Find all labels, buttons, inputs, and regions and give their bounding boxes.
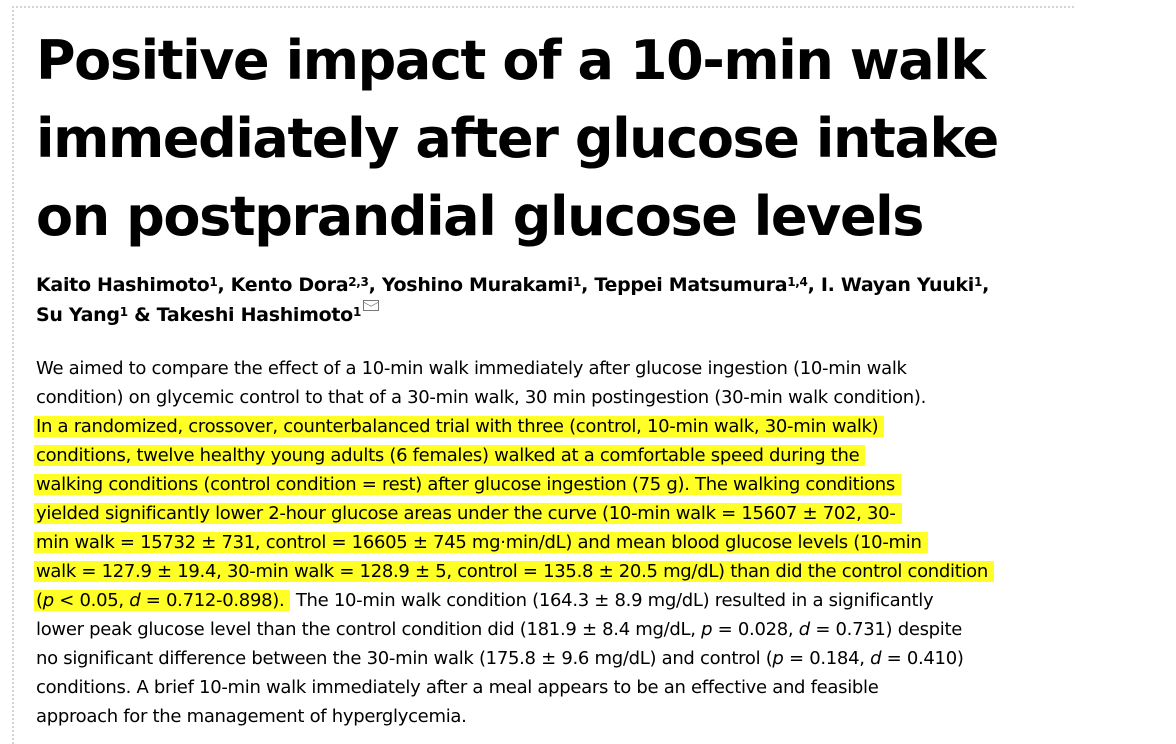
text-run: no significant difference between the 30… xyxy=(36,648,773,669)
abstract: We aimed to compare the effect of a 10-m… xyxy=(34,354,1156,731)
stat-symbol: p xyxy=(772,648,784,669)
affiliation-mark: 1 xyxy=(119,305,128,319)
text-run: = 0.184, xyxy=(783,648,871,669)
author-name: Kaito Hashimoto xyxy=(36,274,210,296)
abstract-line: lower peak glucose level than the contro… xyxy=(36,615,1156,644)
abstract-line: walk = 127.9 ± 19.4, 30-min walk = 128.9… xyxy=(34,557,1156,586)
affiliation-mark: 1 xyxy=(209,275,218,289)
abstract-line: approach for the management of hyperglyc… xyxy=(36,706,467,727)
page-border-left xyxy=(12,6,14,744)
author-name: & Takeshi Hashimoto xyxy=(127,304,353,326)
author-name: , I. Wayan Yuuki xyxy=(807,274,975,296)
author-line: Su Yang1 & Takeshi Hashimoto1 xyxy=(36,300,1156,330)
title-line: immediately after glucose intake xyxy=(36,107,999,170)
text-run: = 0.028, xyxy=(712,619,799,640)
stat-symbol: p xyxy=(701,619,713,640)
affiliation-mark: 1 xyxy=(573,275,582,289)
text-run: = 0.410) xyxy=(881,648,964,669)
text-run: = 0.731) despite xyxy=(809,619,963,640)
author-list: Kaito Hashimoto1, Kento Dora2,3, Yoshino… xyxy=(36,270,1156,330)
abstract-line: yielded significantly lower 2-hour gluco… xyxy=(34,499,1156,528)
title-line: Positive impact of a 10-min walk xyxy=(36,29,986,92)
abstract-line: min walk = 15732 ± 731, control = 16605 … xyxy=(34,528,1156,557)
abstract-line: no significant difference between the 30… xyxy=(36,644,1156,673)
author-name: , Teppei Matsumura xyxy=(581,274,788,296)
affiliation-mark: 2,3 xyxy=(348,275,369,289)
author-name: Su Yang xyxy=(36,304,120,326)
text-run: lower peak glucose level than the contro… xyxy=(36,619,702,640)
stat-symbol: p xyxy=(42,590,54,611)
abstract-line: (p < 0.05, d = 0.712-0.898). The 10-min … xyxy=(34,586,1156,615)
highlighted-text: walk = 127.9 ± 19.4, 30-min walk = 128.9… xyxy=(34,561,994,582)
author-line: Kaito Hashimoto1, Kento Dora2,3, Yoshino… xyxy=(36,270,1156,300)
affiliation-mark: 1,4 xyxy=(787,275,808,289)
text-run: < 0.05, xyxy=(53,590,130,611)
author-name: , Kento Dora xyxy=(217,274,349,296)
abstract-line: In a randomized, crossover, counterbalan… xyxy=(34,412,1156,441)
abstract-line: conditions. A brief 10-min walk immediat… xyxy=(36,677,879,698)
affiliation-mark: 1 xyxy=(974,275,983,289)
stat-symbol: d xyxy=(870,648,882,669)
highlighted-text: (p < 0.05, d = 0.712-0.898). xyxy=(34,590,291,611)
stat-symbol: d xyxy=(129,590,141,611)
abstract-line: condition) on glycemic control to that o… xyxy=(36,387,927,408)
paper-title: Positive impact of a 10-min walk immedia… xyxy=(36,22,1156,256)
highlighted-text: walking conditions (control condition = … xyxy=(34,474,901,495)
text-run: The 10-min walk condition (164.3 ± 8.9 m… xyxy=(290,590,934,611)
abstract-line: conditions, twelve healthy young adults … xyxy=(34,441,1156,470)
highlighted-text: yielded significantly lower 2-hour gluco… xyxy=(34,503,902,524)
highlighted-text: min walk = 15732 ± 731, control = 16605 … xyxy=(34,532,928,553)
author-separator: , xyxy=(982,274,989,296)
page-border-top xyxy=(12,6,1074,8)
affiliation-mark: 1 xyxy=(352,305,361,319)
abstract-line: We aimed to compare the effect of a 10-m… xyxy=(36,358,907,379)
text-run: = 0.712-0.898). xyxy=(140,590,285,611)
stat-symbol: d xyxy=(798,619,810,640)
text-run: ( xyxy=(36,590,43,611)
abstract-line: walking conditions (control condition = … xyxy=(34,470,1156,499)
envelope-icon[interactable] xyxy=(363,300,379,311)
highlighted-text: conditions, twelve healthy young adults … xyxy=(34,445,866,466)
title-line: on postprandial glucose levels xyxy=(36,185,924,248)
highlighted-text: In a randomized, crossover, counterbalan… xyxy=(34,416,885,437)
author-name: , Yoshino Murakami xyxy=(368,274,574,296)
